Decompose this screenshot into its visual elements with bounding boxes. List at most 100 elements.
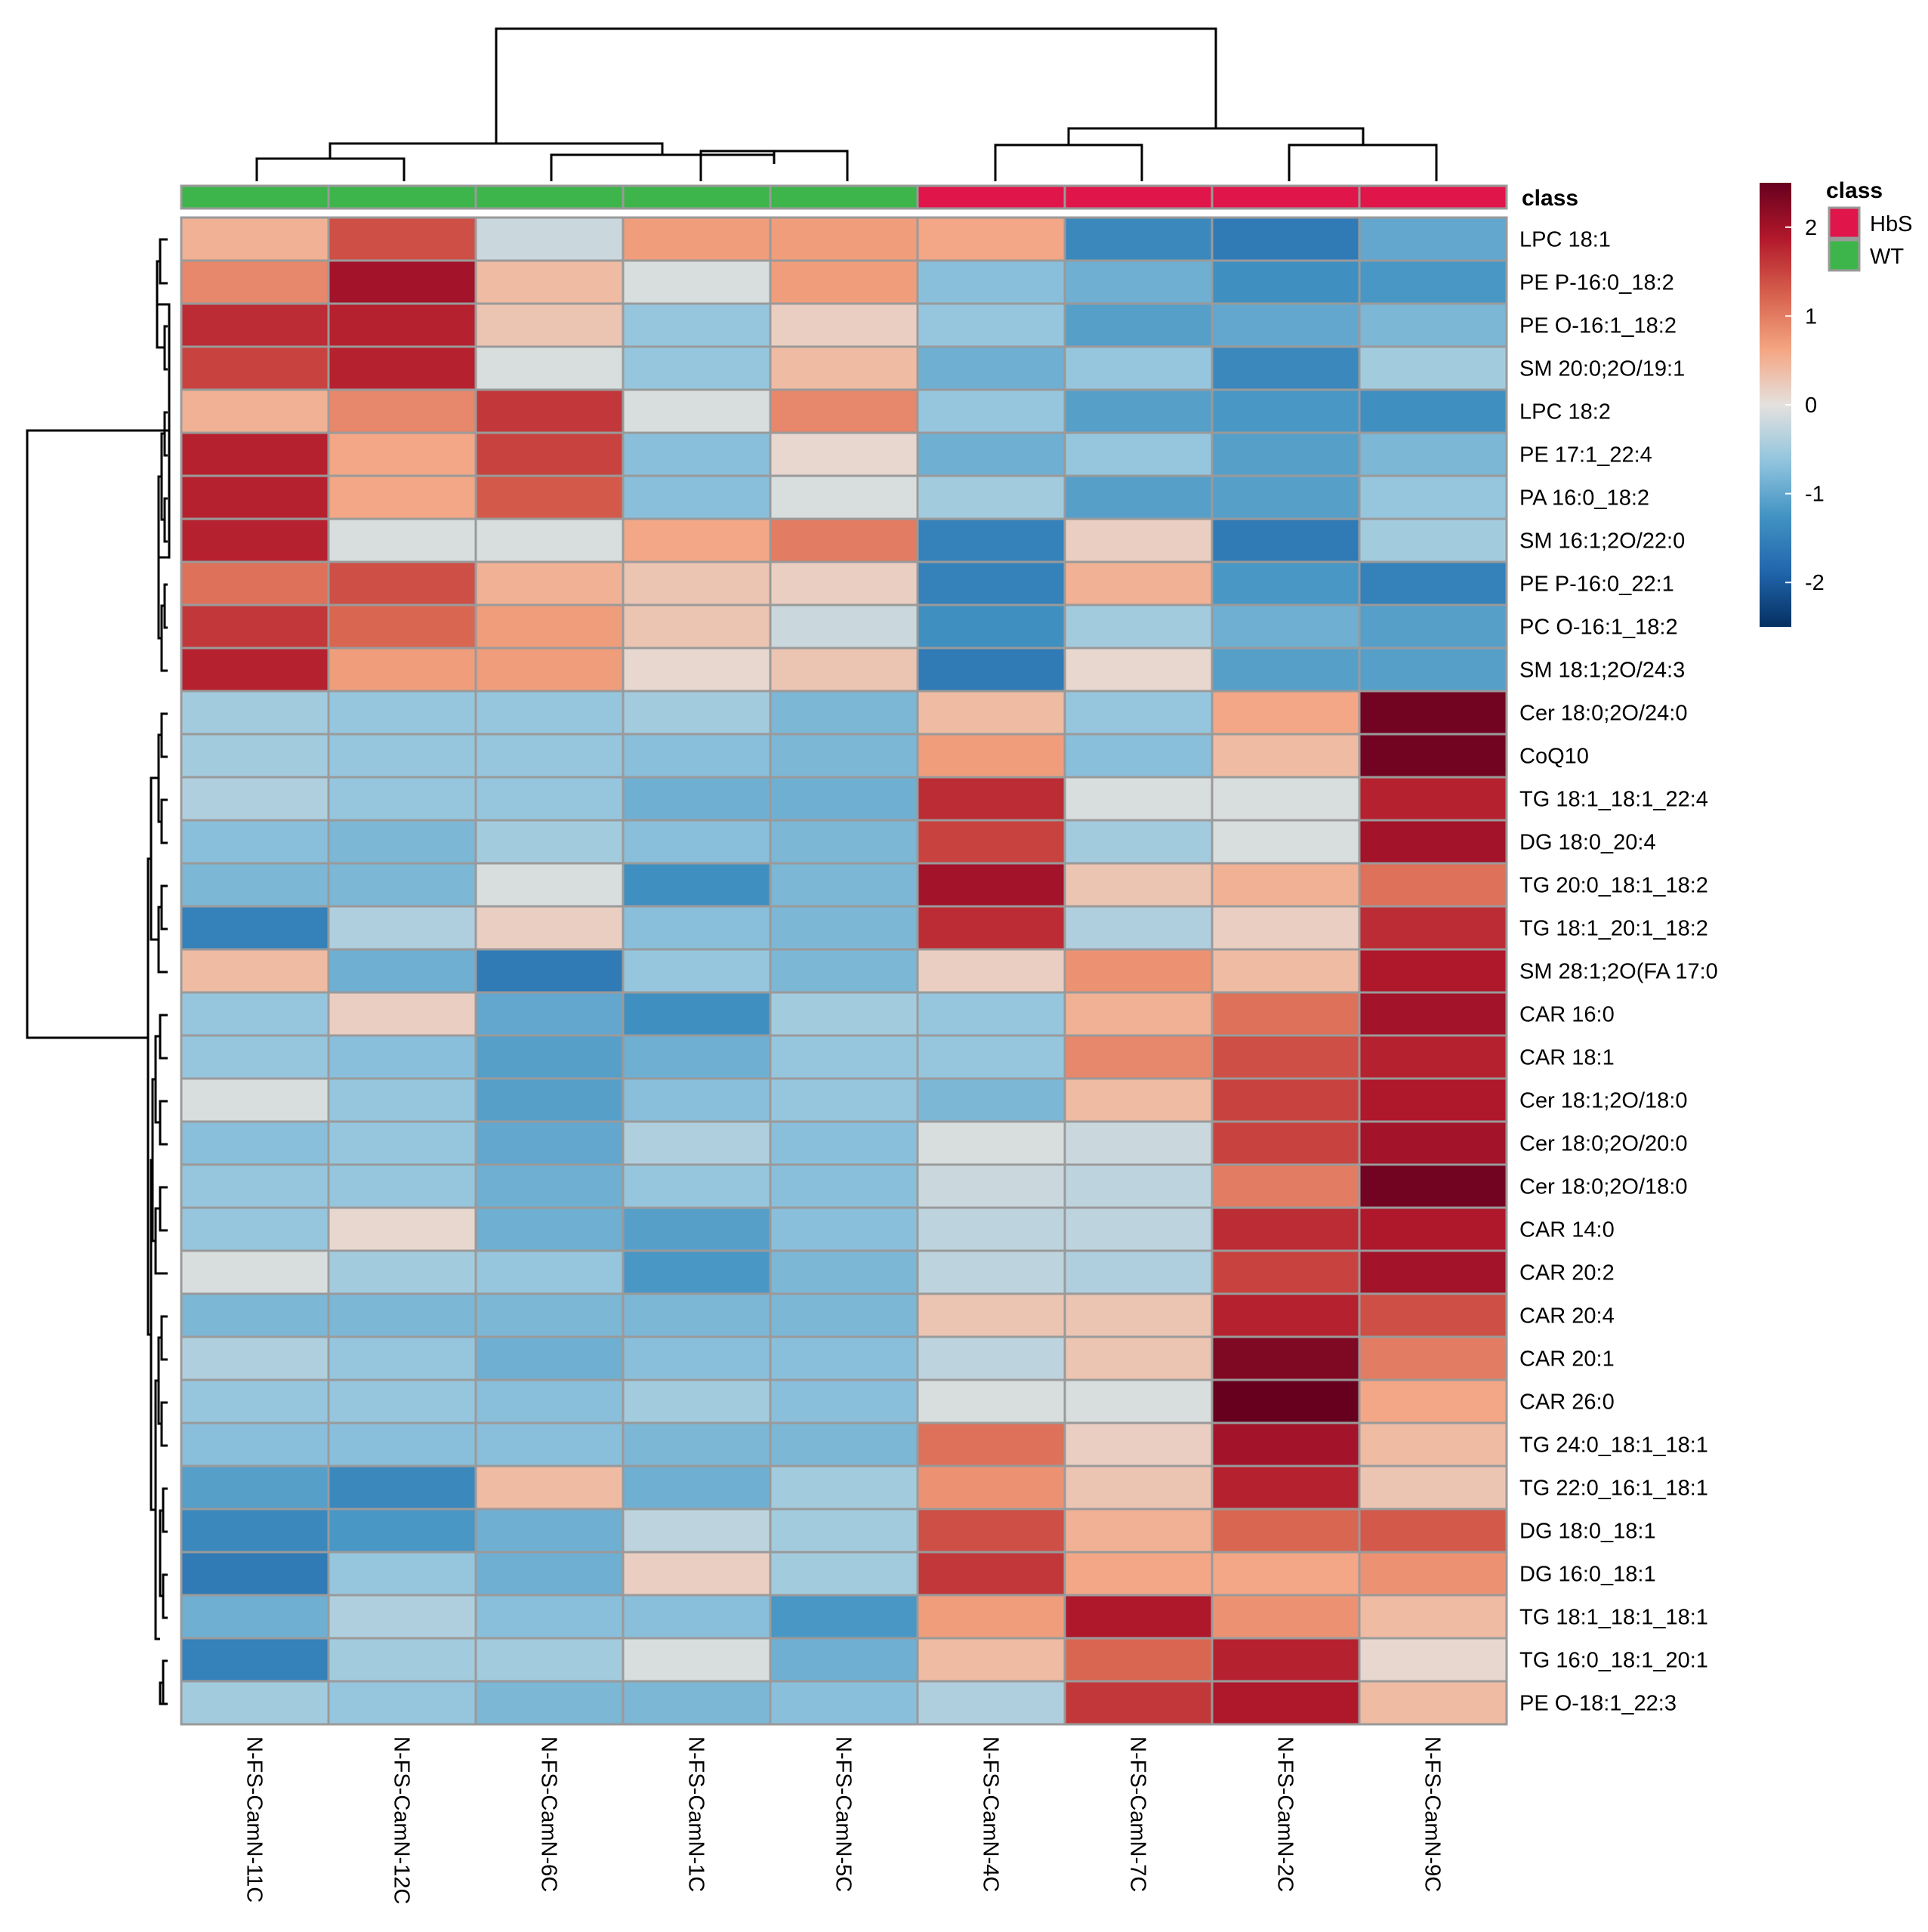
heatmap-cell bbox=[1358, 216, 1508, 262]
row-label: LPC 18:2 bbox=[1519, 400, 1611, 424]
heatmap-cell bbox=[327, 1464, 477, 1511]
heatmap-cell bbox=[1358, 517, 1508, 563]
class-legend: class HbS WT bbox=[1826, 178, 1912, 272]
heatmap-cell bbox=[769, 603, 919, 650]
heatmap-cell bbox=[180, 1680, 330, 1726]
heatmap-cell bbox=[180, 1077, 330, 1123]
class-annotation-cell bbox=[622, 184, 772, 210]
heatmap-cell bbox=[327, 690, 477, 736]
row-label: TG 18:1_20:1_18:2 bbox=[1519, 917, 1708, 941]
class-legend-swatch bbox=[1828, 239, 1861, 272]
class-annotation-cell bbox=[916, 184, 1066, 210]
heatmap-cell bbox=[622, 1508, 772, 1554]
heatmap-cell bbox=[1358, 862, 1508, 908]
heatmap-cell bbox=[1211, 776, 1361, 822]
heatmap-cell bbox=[327, 1249, 477, 1295]
row-label: PE P-16:0_22:1 bbox=[1519, 573, 1674, 597]
heatmap-cell bbox=[1211, 431, 1361, 477]
heatmap-cell bbox=[769, 1637, 919, 1683]
heatmap-cell bbox=[327, 1594, 477, 1640]
heatmap-cell bbox=[769, 862, 919, 908]
heatmap-cell bbox=[1211, 603, 1361, 650]
heatmap-cell bbox=[1063, 647, 1214, 693]
heatmap-cell bbox=[1358, 345, 1508, 391]
heatmap-cell bbox=[327, 1292, 477, 1338]
color-scale-tick-label: -1 bbox=[1805, 483, 1825, 507]
heatmap-cell bbox=[1211, 647, 1361, 693]
class-annotation-cell bbox=[769, 184, 919, 210]
row-label: Cer 18:0;2O/24:0 bbox=[1519, 702, 1687, 726]
heatmap-cell bbox=[769, 1292, 919, 1338]
heatmap-cell bbox=[769, 647, 919, 693]
heatmap-cell bbox=[474, 733, 625, 779]
heatmap-cell bbox=[1211, 819, 1361, 865]
heatmap-cell bbox=[1063, 1421, 1214, 1468]
heatmap-cell bbox=[474, 776, 625, 822]
heatmap-cell bbox=[1211, 991, 1361, 1037]
heatmap-cell bbox=[916, 1594, 1066, 1640]
heatmap-cell bbox=[1211, 1637, 1361, 1683]
heatmap-cell bbox=[1211, 1206, 1361, 1252]
heatmap-cell bbox=[1211, 1034, 1361, 1080]
heatmap-cell bbox=[474, 948, 625, 994]
heatmap-cell bbox=[1063, 1378, 1214, 1424]
heatmap-cell bbox=[180, 1637, 330, 1683]
heatmap-cell bbox=[1063, 1335, 1214, 1381]
heatmap-cell bbox=[474, 1034, 625, 1080]
heatmap-cell bbox=[1063, 1163, 1214, 1209]
heatmap-cell bbox=[622, 1335, 772, 1381]
heatmap-cell bbox=[474, 1120, 625, 1166]
heatmap-cell bbox=[1358, 1335, 1508, 1381]
heatmap-cells bbox=[180, 216, 1508, 1726]
heatmap-cell bbox=[916, 560, 1066, 606]
heatmap-cell bbox=[180, 1508, 330, 1554]
heatmap-cell bbox=[769, 776, 919, 822]
heatmap-cell bbox=[769, 1163, 919, 1209]
row-label: PE P-16:0_18:2 bbox=[1519, 271, 1674, 295]
heatmap-cell bbox=[474, 216, 625, 262]
heatmap-cell bbox=[474, 302, 625, 348]
class-annotation-cell bbox=[1063, 184, 1214, 210]
heatmap-cell bbox=[1063, 733, 1214, 779]
heatmap-cell bbox=[916, 733, 1066, 779]
heatmap-cell bbox=[622, 1120, 772, 1166]
heatmap-cell bbox=[1063, 1120, 1214, 1166]
heatmap-cell bbox=[327, 647, 477, 693]
heatmap-cell bbox=[916, 474, 1066, 520]
heatmap-cell bbox=[180, 733, 330, 779]
heatmap-cell bbox=[474, 1249, 625, 1295]
row-label: PE O-18:1_22:3 bbox=[1519, 1692, 1677, 1716]
heatmap-cell bbox=[327, 302, 477, 348]
heatmap-cell bbox=[327, 388, 477, 434]
heatmap-cell bbox=[1063, 905, 1214, 951]
heatmap-cell bbox=[622, 1378, 772, 1424]
heatmap-cell bbox=[1358, 690, 1508, 736]
heatmap-cell bbox=[622, 647, 772, 693]
heatmap-cell bbox=[327, 517, 477, 563]
heatmap-cell bbox=[1063, 1034, 1214, 1080]
row-label: Cer 18:1;2O/18:0 bbox=[1519, 1089, 1687, 1113]
heatmap-cell bbox=[474, 431, 625, 477]
row-label: CoQ10 bbox=[1519, 745, 1589, 769]
heatmap-cell bbox=[1063, 1292, 1214, 1338]
heatmap-cell bbox=[916, 1163, 1066, 1209]
heatmap-cell bbox=[622, 388, 772, 434]
heatmap-cell bbox=[769, 1378, 919, 1424]
heatmap-cell bbox=[622, 1292, 772, 1338]
row-label: SM 28:1;2O(FA 17:0 bbox=[1519, 960, 1718, 984]
heatmap-cell bbox=[1063, 776, 1214, 822]
heatmap-cell bbox=[916, 1206, 1066, 1252]
heatmap-cell bbox=[769, 560, 919, 606]
heatmap-cell bbox=[769, 690, 919, 736]
row-label: SM 20:0;2O/19:1 bbox=[1519, 357, 1685, 381]
heatmap-cell bbox=[916, 647, 1066, 693]
heatmap-cell bbox=[474, 1077, 625, 1123]
row-label: CAR 20:1 bbox=[1519, 1347, 1615, 1372]
heatmap-cell bbox=[180, 1594, 330, 1640]
heatmap-cell bbox=[622, 819, 772, 865]
color-scale-tick-label: 1 bbox=[1805, 304, 1817, 329]
heatmap-cell bbox=[622, 733, 772, 779]
heatmap-cell bbox=[327, 1077, 477, 1123]
heatmap-cell bbox=[1358, 647, 1508, 693]
heatmap-cell bbox=[622, 345, 772, 391]
